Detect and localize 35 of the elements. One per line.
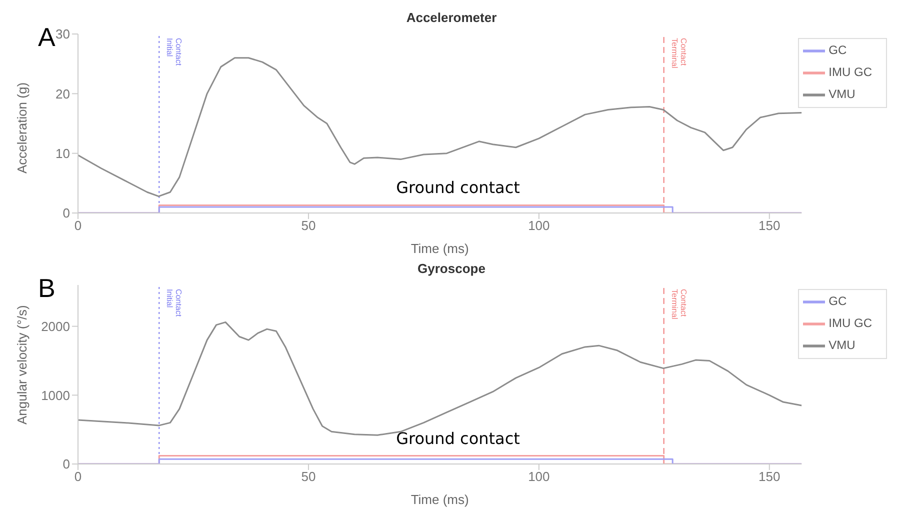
ref-line-label: Initial Contact [165, 289, 184, 318]
y-tick-label: 2000 [41, 318, 70, 334]
legend-label: VMU [828, 87, 856, 102]
ref-line-label: Terminal Contact [670, 289, 688, 320]
x-tick-label: 150 [758, 218, 780, 234]
ref-line-label: Terminal Contact [670, 38, 688, 68]
legend-label: IMU GC [828, 65, 872, 80]
x-axis-title: Time (ms) [410, 241, 469, 256]
y-tick-label: 20 [56, 86, 70, 102]
chart-title: Gyroscope [418, 261, 486, 276]
annotation: Ground contact [395, 429, 521, 448]
y-axis-title: Angular velocity (°/s) [14, 305, 30, 424]
legend-label: IMU GC [828, 316, 872, 330]
x-tick-label: 100 [528, 469, 550, 484]
y-tick-label: 10 [56, 146, 70, 161]
x-tick-label: 100 [528, 218, 550, 234]
x-tick-label: 50 [301, 469, 316, 484]
y-tick-label: 0 [62, 206, 70, 221]
legend-label: GC [828, 294, 847, 308]
x-tick-label: 50 [301, 218, 316, 234]
y-tick-label: 30 [56, 26, 70, 42]
chart-title: Accelerometer [406, 10, 497, 25]
text: B [38, 273, 56, 304]
ref-line-label: Initial Contact [165, 38, 184, 66]
x-tick-label: 0 [74, 218, 82, 234]
legend-label: GC [828, 43, 847, 58]
x-tick-label: 0 [74, 469, 82, 484]
text: A [38, 22, 56, 53]
x-axis-title: Time (ms) [410, 492, 469, 507]
x-tick-label: 150 [758, 469, 780, 484]
y-tick-label: 0 [62, 456, 70, 472]
y-axis-title: Acceleration (g) [14, 82, 30, 174]
y-tick-label: 1000 [41, 388, 70, 403]
annotation: Ground contact [395, 178, 521, 197]
legend-label: VMU [828, 338, 856, 352]
